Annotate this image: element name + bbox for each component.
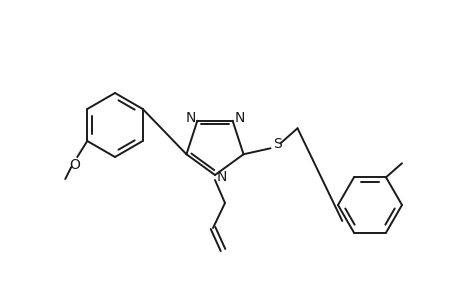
Text: S: S (273, 137, 281, 151)
Text: O: O (69, 158, 79, 172)
Text: N: N (234, 111, 244, 125)
Text: N: N (185, 111, 195, 125)
Text: N: N (216, 170, 227, 184)
